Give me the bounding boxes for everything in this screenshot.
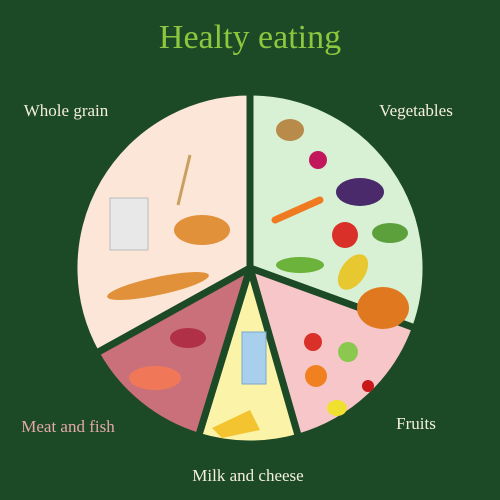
milk-carton [241, 331, 267, 385]
pumpkin [357, 287, 409, 329]
radish [309, 151, 327, 169]
title: Healty eating [159, 19, 341, 56]
section-label: Whole grain [24, 101, 109, 120]
cherry [362, 380, 374, 392]
eggplant [336, 178, 384, 206]
salmon [129, 366, 181, 390]
section-label: Milk and cheese [192, 466, 303, 485]
plate [70, 88, 430, 448]
section-label: Meat and fish [21, 417, 115, 436]
cheese [212, 410, 260, 438]
corn [337, 254, 369, 290]
peas [276, 257, 324, 273]
tomato [332, 222, 358, 248]
bread [174, 215, 230, 245]
food-icons [107, 119, 409, 438]
cucumber [372, 223, 408, 243]
section-label: Vegetables [379, 101, 453, 120]
fruit-sector [246, 264, 419, 441]
lemon [327, 400, 347, 416]
baguette [107, 272, 209, 300]
flour-bag [109, 197, 149, 251]
orange [305, 365, 327, 387]
steak [170, 328, 206, 348]
apple [338, 342, 358, 362]
grain-sector [70, 88, 254, 357]
wheat [176, 154, 192, 206]
meat-sector [92, 264, 254, 440]
section-label: Fruits [396, 414, 436, 433]
strawberry [304, 333, 322, 351]
potato [276, 119, 304, 141]
carrot [271, 196, 324, 224]
